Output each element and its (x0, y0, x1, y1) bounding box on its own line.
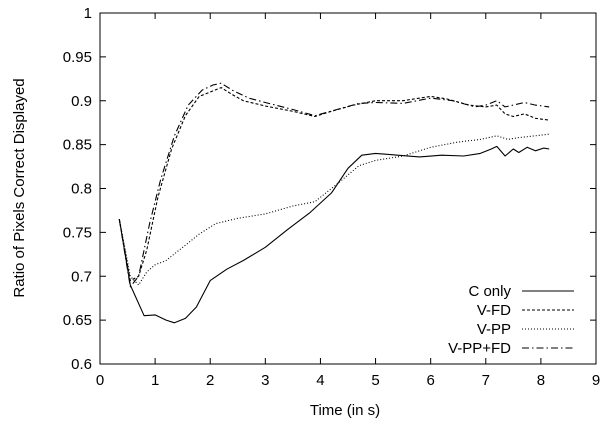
y-tick-label: 0.95 (63, 49, 92, 66)
axis-ticks (99, 12, 597, 365)
x-tick-label: 1 (151, 372, 159, 389)
x-axis-label: Time (in s) (310, 402, 380, 419)
y-axis-tick-labels: 0.6 0.65 0.7 0.75 0.8 0.85 0.9 0.95 1 (63, 5, 92, 373)
y-tick-label: 0.7 (71, 268, 92, 285)
x-axis-tick-labels: 0 1 2 3 4 5 6 7 8 9 (96, 372, 600, 389)
y-tick-label: 0.85 (63, 137, 92, 154)
series-line-v-pp-fd (118, 82, 550, 288)
series-line-v-pp (118, 133, 550, 286)
series-line-c-only (118, 145, 550, 324)
x-tick-label: 8 (537, 372, 545, 389)
y-tick-label: 0.65 (63, 312, 92, 329)
series-lines (118, 82, 550, 324)
legend-label: C only (468, 283, 511, 300)
y-tick-label: 0.9 (71, 93, 92, 110)
x-tick-label: 3 (261, 372, 269, 389)
x-tick-label: 0 (96, 372, 104, 389)
y-tick-label: 0.75 (63, 224, 92, 241)
legend-label: V-PP (477, 321, 511, 338)
legend: C only V-FD V-PP V-PP+FD (448, 283, 574, 357)
y-tick-label: 1 (84, 5, 92, 22)
plot-area (99, 12, 597, 365)
x-tick-label: 4 (316, 372, 324, 389)
x-tick-label: 9 (592, 372, 600, 389)
y-tick-label: 0.8 (71, 181, 92, 198)
plot-border (99, 12, 597, 365)
x-tick-label: 2 (206, 372, 214, 389)
y-axis-label: Ratio of Pixels Correct Displayed (11, 78, 28, 297)
legend-label: V-PP+FD (448, 340, 511, 357)
x-tick-label: 7 (482, 372, 490, 389)
x-tick-label: 6 (426, 372, 434, 389)
y-tick-label: 0.6 (71, 356, 92, 373)
x-tick-label: 5 (371, 372, 379, 389)
legend-label: V-FD (477, 302, 511, 319)
series-line-v-fd (118, 87, 550, 282)
